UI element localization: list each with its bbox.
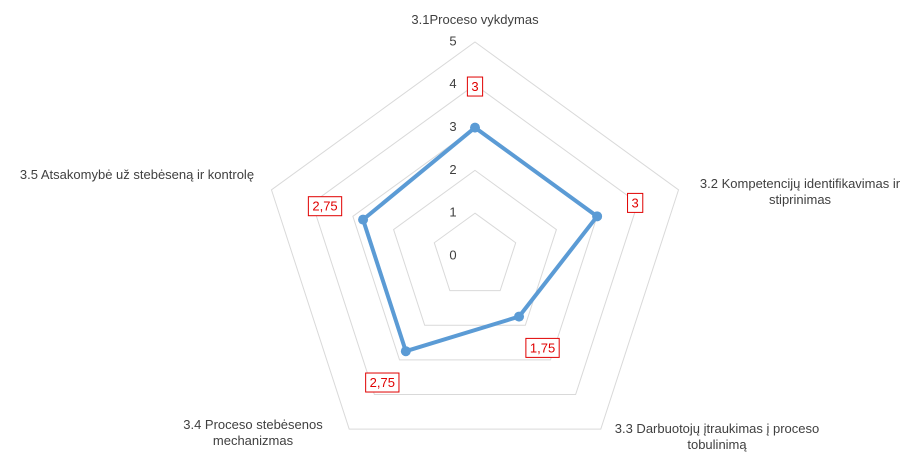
category-label: 3.5 Atsakomybė už stebėseną ir kontrolę — [19, 167, 255, 182]
value-label: 3 — [632, 195, 639, 210]
r-tick-label: 2 — [449, 162, 456, 177]
grid-ring — [270, 41, 680, 430]
value-label-box — [466, 76, 484, 97]
r-tick-label: 1 — [449, 205, 456, 220]
value-label: 3 — [471, 79, 478, 94]
grid-ring — [433, 212, 517, 292]
grid-ring — [311, 84, 639, 396]
radar-point — [358, 214, 369, 225]
category-label: 3.2 Kompetencijų identifikavimas ir stip… — [699, 176, 901, 207]
category-label: 3.4 Proceso stebėsenos mechanizmas — [183, 417, 323, 448]
category-label: 3.3 Darbuotojų įtraukimas į proceso tobu… — [614, 421, 820, 452]
value-label: 1,75 — [530, 340, 555, 355]
r-tick-label: 3 — [449, 119, 456, 134]
value-label-box — [525, 337, 560, 358]
value-label-box — [365, 372, 400, 393]
radar-point — [592, 211, 603, 222]
r-tick-label: 0 — [449, 247, 456, 262]
grid-ring — [393, 169, 557, 326]
radar-point — [514, 311, 525, 322]
value-label: 2,75 — [370, 375, 395, 390]
radar-line — [361, 125, 600, 354]
r-tick-label: 5 — [449, 33, 456, 48]
radar-point — [400, 346, 411, 357]
category-label: 3.1Proceso vykdymas — [411, 12, 539, 27]
radar-point — [470, 122, 480, 133]
value-label-box — [307, 196, 343, 217]
value-label: 2,75 — [312, 199, 337, 214]
value-label-box — [627, 192, 644, 213]
r-tick-label: 4 — [449, 76, 456, 91]
